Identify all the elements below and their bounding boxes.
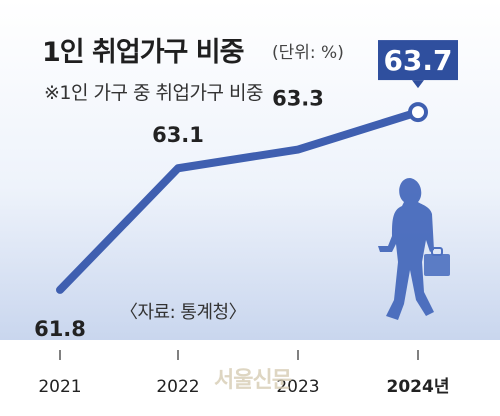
data-label-layer: 61.8 63.1 63.3 63.7 [34,40,458,341]
chart-source: 〈자료: 통계청〉 [120,302,247,323]
chart-unit-label: (단위: %) [272,43,344,63]
x-tick-label: 2023 [276,377,319,397]
x-tick-label: 2022 [156,377,199,397]
data-label: 63.7 [383,44,452,77]
watermark-logo: 서울신문 [214,368,292,393]
highlight-label-pointer [412,80,424,89]
highlight-label-box [378,40,458,81]
chart-subtitle: ※1인 가구 중 취업가구 비중 [44,82,263,104]
x-tick-label: 2021 [38,377,81,397]
data-point-marker [408,102,428,123]
data-label: 61.8 [34,317,86,341]
chart-title: 1인 취업가구 비중 [42,37,244,68]
data-label: 63.1 [152,123,204,147]
series-layer [56,102,428,294]
x-axis: 2021 2022 2023 2024년 [38,350,449,397]
briefcase-icon [424,254,450,276]
businessman-illustration [378,178,450,320]
data-label: 63.3 [272,87,324,111]
x-tick-label: 2024년 [387,377,450,397]
series-line [56,108,422,294]
